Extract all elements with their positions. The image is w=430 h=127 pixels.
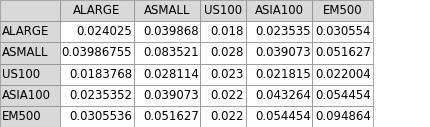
FancyBboxPatch shape [60, 21, 133, 42]
Text: 0.039073: 0.039073 [143, 89, 198, 102]
Text: ASIA100: ASIA100 [254, 4, 303, 17]
FancyBboxPatch shape [133, 21, 200, 42]
Text: 0.022004: 0.022004 [315, 68, 370, 81]
Text: 0.022: 0.022 [210, 110, 243, 123]
FancyBboxPatch shape [0, 0, 60, 21]
Text: ASMALL: ASMALL [144, 4, 190, 17]
Text: 0.021815: 0.021815 [255, 68, 310, 81]
FancyBboxPatch shape [200, 21, 245, 42]
Text: 0.083521: 0.083521 [143, 46, 198, 59]
FancyBboxPatch shape [245, 21, 312, 42]
Text: 0.0305536: 0.0305536 [69, 110, 132, 123]
Text: 0.018: 0.018 [210, 25, 243, 38]
FancyBboxPatch shape [133, 85, 200, 106]
Text: 0.054454: 0.054454 [255, 110, 310, 123]
FancyBboxPatch shape [200, 64, 245, 85]
FancyBboxPatch shape [245, 106, 312, 127]
FancyBboxPatch shape [133, 64, 200, 85]
FancyBboxPatch shape [60, 42, 133, 64]
FancyBboxPatch shape [312, 106, 372, 127]
Text: 0.0183768: 0.0183768 [69, 68, 132, 81]
Text: 0.028: 0.028 [210, 46, 243, 59]
Text: 0.039073: 0.039073 [255, 46, 310, 59]
FancyBboxPatch shape [133, 106, 200, 127]
FancyBboxPatch shape [312, 42, 372, 64]
FancyBboxPatch shape [200, 85, 245, 106]
Text: 0.030554: 0.030554 [315, 25, 370, 38]
Text: 0.051627: 0.051627 [314, 46, 370, 59]
FancyBboxPatch shape [200, 42, 245, 64]
FancyBboxPatch shape [245, 64, 312, 85]
Text: EM500: EM500 [322, 4, 362, 17]
Text: US100: US100 [203, 4, 242, 17]
Text: EM500: EM500 [2, 110, 41, 123]
Text: 0.024025: 0.024025 [76, 25, 132, 38]
FancyBboxPatch shape [60, 106, 133, 127]
FancyBboxPatch shape [60, 85, 133, 106]
FancyBboxPatch shape [245, 42, 312, 64]
Text: 0.023: 0.023 [210, 68, 243, 81]
FancyBboxPatch shape [312, 64, 372, 85]
Text: 0.051627: 0.051627 [142, 110, 198, 123]
FancyBboxPatch shape [312, 21, 372, 42]
FancyBboxPatch shape [0, 85, 60, 106]
FancyBboxPatch shape [312, 85, 372, 106]
Text: 0.028114: 0.028114 [142, 68, 198, 81]
Text: ALARGE: ALARGE [2, 25, 49, 38]
Text: 0.022: 0.022 [210, 89, 243, 102]
FancyBboxPatch shape [133, 0, 200, 21]
FancyBboxPatch shape [0, 64, 60, 85]
Text: US100: US100 [2, 68, 40, 81]
Text: 0.039868: 0.039868 [143, 25, 198, 38]
Text: ASMALL: ASMALL [2, 46, 48, 59]
Text: 0.0235352: 0.0235352 [69, 89, 132, 102]
FancyBboxPatch shape [0, 106, 60, 127]
FancyBboxPatch shape [312, 0, 372, 21]
FancyBboxPatch shape [200, 106, 245, 127]
Text: 0.023535: 0.023535 [255, 25, 310, 38]
FancyBboxPatch shape [0, 42, 60, 64]
Text: 0.043264: 0.043264 [254, 89, 310, 102]
FancyBboxPatch shape [133, 42, 200, 64]
FancyBboxPatch shape [60, 64, 133, 85]
FancyBboxPatch shape [245, 0, 312, 21]
FancyBboxPatch shape [60, 0, 133, 21]
FancyBboxPatch shape [200, 0, 245, 21]
Text: 0.054454: 0.054454 [315, 89, 370, 102]
Text: 0.03986755: 0.03986755 [61, 46, 132, 59]
Text: ASIA100: ASIA100 [2, 89, 51, 102]
Text: 0.094864: 0.094864 [314, 110, 370, 123]
FancyBboxPatch shape [0, 21, 60, 42]
Text: ALARGE: ALARGE [73, 4, 120, 17]
FancyBboxPatch shape [245, 85, 312, 106]
